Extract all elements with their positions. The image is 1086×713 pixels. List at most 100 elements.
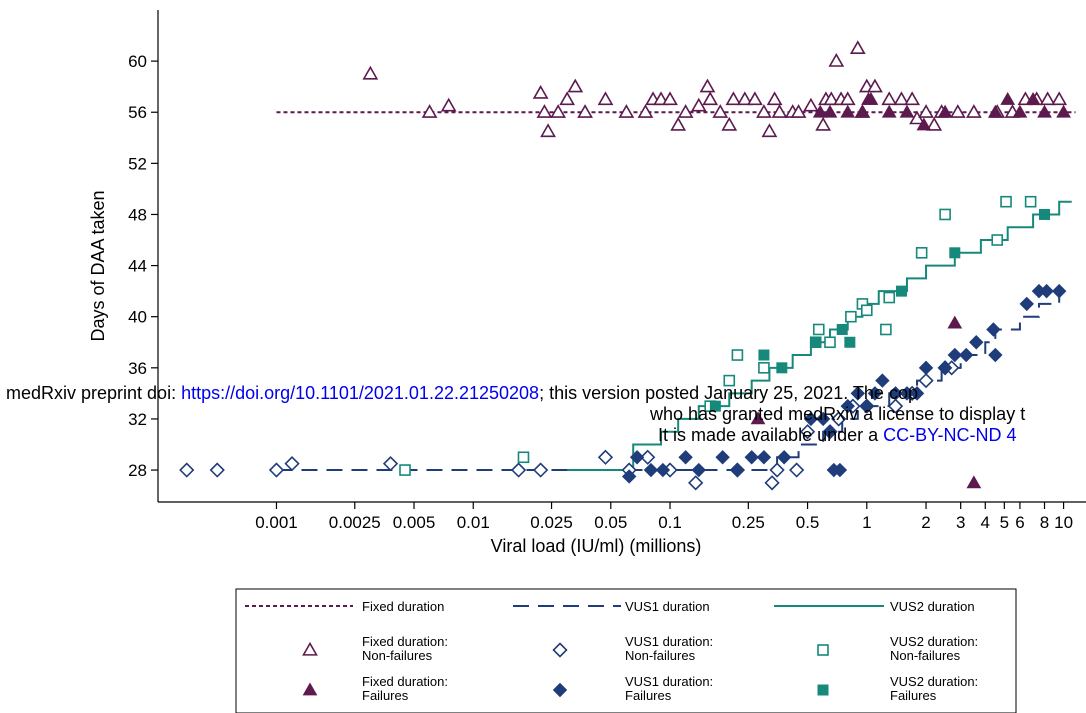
watermark-license-link[interactable]: CC-BY-NC-ND 4 — [883, 425, 1016, 445]
point-fixed-duration-non-failures — [421, 104, 438, 118]
point-vus1-duration-failures — [643, 462, 659, 478]
point-vus1-duration-non-failures — [831, 411, 847, 427]
point-fixed-duration-non-failures — [867, 78, 883, 93]
watermark-line-1: medRxiv preprint doi: https://doi.org/10… — [6, 383, 918, 403]
point-vus2-duration-non-failures — [845, 310, 857, 323]
point-vus1-duration-failures — [691, 462, 706, 478]
point-fixed-duration-non-failures — [536, 104, 553, 118]
legend-label: Non-failures — [890, 648, 961, 663]
x-tick-label: 2 — [921, 513, 930, 532]
point-fixed-duration-non-failures — [712, 104, 729, 118]
point-vus1-duration-non-failures — [532, 462, 549, 478]
point-fixed-duration-failures — [1037, 104, 1052, 118]
point-fixed-duration-non-failures — [747, 91, 763, 106]
point-vus2-duration-failures — [949, 247, 961, 259]
legend-label: Failures — [625, 688, 672, 703]
point-fixed-duration-non-failures — [828, 53, 845, 67]
x-tick-label: 0.1 — [658, 513, 682, 532]
watermark-line-2: who has granted medRxiv a license to dis… — [649, 404, 1025, 424]
watermark-license-prefix: It is made available under a — [658, 425, 883, 445]
y-tick-label: 60 — [128, 52, 147, 71]
point-vus1-duration-non-failures — [382, 456, 399, 472]
point-vus1-duration-non-failures — [918, 372, 934, 389]
legend-entry-vus1-duration-non-failures: VUS1 duration:Non-failures — [552, 634, 713, 663]
point-vus2-duration-non-failures — [723, 374, 736, 387]
legend-marker-swatch — [302, 641, 318, 656]
point-fixed-duration-non-failures — [597, 91, 614, 106]
x-tick-label: 10 — [1054, 513, 1073, 532]
watermark-doi-prefix: medRxiv preprint doi: — [6, 383, 181, 403]
point-vus1-duration-failures — [899, 386, 915, 401]
point-fixed-duration-non-failures — [618, 104, 635, 118]
y-axis-title: Days of DAA taken — [88, 190, 108, 341]
watermark-line-3: It is made available under a CC-BY-NC-ND… — [658, 425, 1017, 445]
legend-label: VUS2 duration: — [890, 634, 978, 649]
series-line-vus2-duration — [567, 200, 1072, 472]
legend-marker-swatch — [552, 642, 568, 658]
point-fixed-duration-non-failures — [559, 91, 576, 106]
x-tick-label: 0.01 — [457, 513, 490, 532]
point-vus1-duration-failures — [1039, 283, 1054, 299]
point-fixed-duration-failures — [1012, 104, 1028, 118]
point-vus1-duration-failures — [1051, 283, 1067, 299]
point-fixed-duration-non-failures — [540, 123, 556, 138]
x-tick-label: 5 — [1000, 513, 1009, 532]
point-fixed-duration-failures — [750, 411, 766, 425]
point-vus1-duration-non-failures — [179, 462, 195, 478]
point-fixed-duration-non-failures — [761, 123, 778, 138]
point-vus1-duration-failures — [859, 398, 875, 414]
point-vus2-duration-non-failures — [731, 349, 744, 361]
point-fixed-duration-non-failures — [904, 91, 921, 106]
point-vus2-duration-non-failures — [399, 464, 411, 476]
x-tick-label: 8 — [1040, 513, 1049, 532]
y-tick-label: 44 — [128, 257, 147, 276]
point-vus1-duration-failures — [629, 450, 645, 465]
point-fixed-duration-non-failures — [771, 104, 788, 118]
point-vus2-duration-non-failures — [880, 323, 892, 336]
point-vus1-duration-failures — [947, 347, 962, 363]
legend-entry-fixed-duration-non-failures: Fixed duration:Non-failures — [302, 634, 448, 663]
point-fixed-duration-non-failures — [881, 91, 898, 106]
preprint-watermark: medRxiv preprint doi: https://doi.org/10… — [6, 383, 1025, 445]
point-fixed-duration-failures — [812, 104, 828, 118]
point-fixed-duration-failures — [947, 315, 963, 329]
x-tick-label: 0.025 — [530, 513, 573, 532]
point-fixed-duration-non-failures — [690, 97, 707, 112]
point-vus1-duration-non-failures — [268, 462, 285, 478]
point-fixed-duration-non-failures — [362, 65, 379, 80]
y-tick-label: 52 — [128, 154, 147, 173]
x-tick-label: 0.25 — [732, 513, 765, 532]
point-vus1-duration-failures — [988, 347, 1003, 363]
legend-entry-fixed-duration-failures: Fixed duration:Failures — [302, 674, 448, 703]
legend-entry-vus2-duration-failures: VUS2 duration:Failures — [817, 674, 978, 703]
x-tick-label: 0.005 — [393, 513, 436, 532]
point-vus2-duration-non-failures — [517, 451, 530, 464]
legend-entry-vus1-duration: VUS1 duration — [513, 599, 710, 614]
point-fixed-duration-non-failures — [790, 104, 807, 118]
point-fixed-duration-non-failures — [637, 104, 654, 118]
point-vus2-duration-failures — [709, 400, 721, 412]
point-vus1-duration-failures — [875, 373, 890, 388]
point-fixed-duration-non-failures — [965, 104, 982, 118]
plot-area — [179, 40, 1076, 491]
point-fixed-duration-non-failures — [949, 104, 966, 118]
watermark-doi-link[interactable]: https://doi.org/10.1101/2021.01.22.21250… — [181, 383, 539, 403]
point-fixed-duration-non-failures — [815, 116, 832, 131]
point-vus1-duration-failures — [958, 347, 974, 363]
point-vus1-duration-failures — [867, 386, 883, 401]
point-fixed-duration-non-failures — [803, 97, 819, 112]
legend-label: VUS1 duration: — [625, 674, 713, 689]
point-vus2-duration-non-failures — [1000, 195, 1012, 208]
point-fixed-duration-failures — [937, 104, 953, 118]
point-fixed-duration-failures — [822, 104, 838, 118]
point-fixed-duration-non-failures — [756, 104, 772, 118]
point-fixed-duration-non-failures — [849, 40, 866, 55]
point-vus1-duration-failures — [850, 386, 866, 401]
point-fixed-duration-non-failures — [699, 78, 716, 93]
legend-marker-swatch — [817, 684, 829, 696]
point-vus1-duration-non-failures — [510, 462, 527, 478]
point-fixed-duration-non-failures — [1039, 91, 1056, 106]
point-fixed-duration-failures — [863, 91, 879, 105]
y-tick-label: 56 — [128, 103, 147, 122]
